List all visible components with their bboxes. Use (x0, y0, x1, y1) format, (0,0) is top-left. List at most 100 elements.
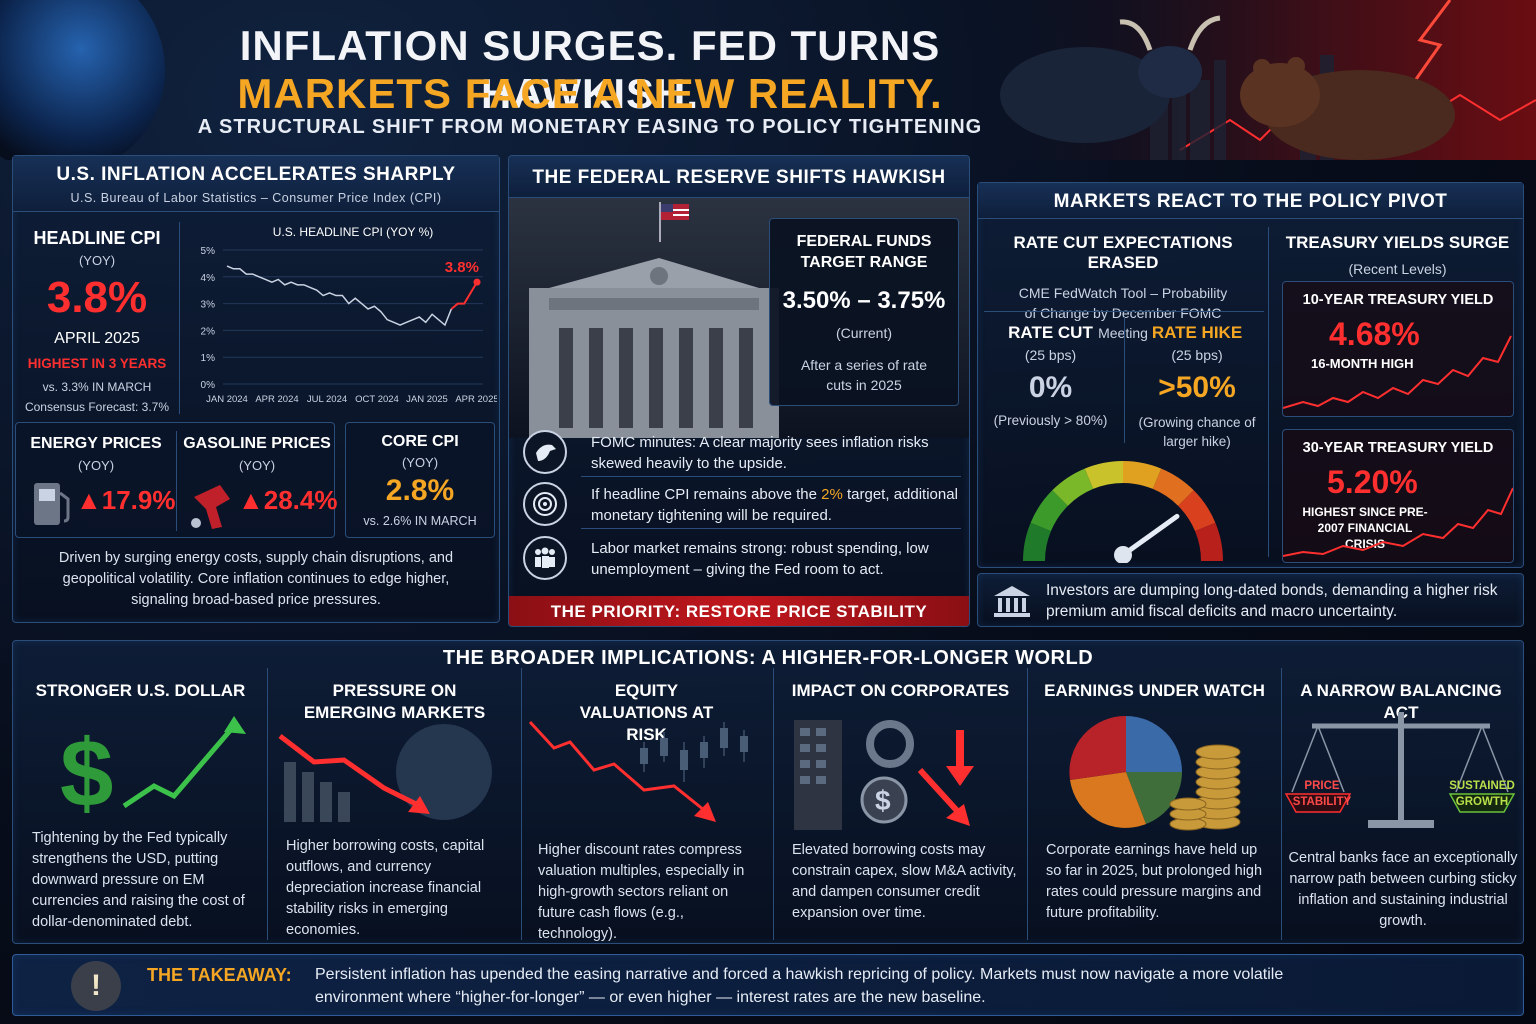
inflation-panel: U.S. INFLATION ACCELERATES SHARPLY U.S. … (12, 155, 500, 623)
implication-balancing: A NARROW BALANCING ACT PRICE STABILITY S… (1282, 668, 1520, 940)
implication-title-corporates: IMPACT ON CORPORATES (791, 681, 1010, 700)
eagle-sculpture-icon (650, 267, 668, 285)
rate-hike-label: RATE HIKE (1151, 323, 1243, 342)
headline-cpi-vs: vs. 3.3% IN MARCH (42, 380, 152, 394)
rate-cut-label: RATE CUT (1008, 323, 1093, 342)
title-line-2: MARKETS FACE A NEW REALITY. (237, 70, 943, 117)
coin-stack-icon (1169, 744, 1241, 831)
headline-cpi-month: APRIL 2025 (54, 330, 140, 347)
dollar-growth-icon: $ (60, 716, 246, 826)
ten-year-trend-line (1283, 335, 1512, 409)
gauge-segment (1178, 490, 1216, 532)
core-cpi-value: 2.8% (385, 474, 455, 507)
gauge-segment (1023, 522, 1051, 561)
eagle-icon (523, 430, 567, 474)
gauge-hub (1114, 546, 1132, 563)
funds-label: FEDERAL FUNDS TARGET RANGE (796, 233, 932, 271)
implication-text-dollar: Tightening by the Fed typically strength… (32, 830, 245, 930)
takeaway-banner: ! THE TAKEAWAY: Persistent inflation has… (12, 954, 1524, 1016)
energy-label: ENERGY PRICES (30, 435, 162, 452)
chart-title: U.S. HEADLINE CPI (YOY %) (273, 225, 433, 239)
headline-cpi-value: 3.8% (46, 273, 148, 322)
target-icon (523, 482, 567, 526)
fed-point-2: If headline CPI remains above the 2% tar… (591, 484, 961, 526)
gauge-segment (1195, 522, 1223, 561)
implication-title-em: PRESSURE ON EMERGING MARKETS (303, 681, 486, 722)
inflation-title: U.S. INFLATION ACCELERATES SHARPLY (56, 164, 456, 185)
dollar-coin-icon (860, 776, 908, 824)
ten-year-note: 16-MONTH HIGH (1311, 356, 1414, 371)
implication-title-balancing: A NARROW BALANCING ACT (1300, 681, 1502, 722)
thirty-year-yield-box: 30-YEAR TREASURY YIELD 5.20% HIGHEST SIN… (1282, 429, 1514, 563)
y-tick-label: 1% (201, 353, 216, 364)
core-cpi-vs: vs. 2.6% IN MARCH (363, 514, 477, 528)
headline-cpi-note: HIGHEST IN 3 YEARS (27, 356, 167, 371)
fed-point-2-b: target, additional monetary tightening w… (591, 486, 958, 524)
rate-probability-gauge (1023, 461, 1223, 563)
funds-value: 3.50% – 3.75% (782, 287, 946, 314)
headline-cpi-block: HEADLINE CPI (YOY) 3.8% APRIL 2025 HIGHE… (19, 228, 175, 414)
implication-text-corporates: Elevated borrowing costs may constrain c… (792, 842, 1017, 921)
gasoline-label: GASOLINE PRICES (183, 435, 331, 452)
implication-text-earnings: Corporate earnings have held up so far i… (1046, 842, 1263, 921)
gauge-segment (1152, 468, 1194, 506)
fed-title: THE FEDERAL RESERVE SHIFTS HAWKISH (532, 167, 946, 188)
x-tick-label: JAN 2024 (206, 394, 248, 405)
core-cpi-label: CORE CPI (381, 433, 459, 450)
gauge-segment (1084, 461, 1123, 489)
rate-hike-block: RATE HIKE (25 bps) >50% (Growing chance … (1126, 323, 1268, 451)
funds-note: After a series of rate cuts in 2025 (800, 357, 928, 393)
fed-point-1: FOMC minutes: A clear majority sees infl… (591, 434, 929, 472)
cpi-series-line-recent (450, 281, 478, 310)
inflation-summary: Driven by surging energy costs, supply c… (58, 550, 454, 608)
subtitle: A STRUCTURAL SHIFT FROM MONETARY EASING … (197, 116, 983, 138)
implication-dollar: STRONGER U.S. DOLLAR $ Tightening by the… (14, 668, 268, 940)
x-tick-label: APR 2024 (255, 394, 298, 405)
ten-year-yield-box: 10-YEAR TREASURY YIELD 4.68% 16-MONTH HI… (1282, 281, 1514, 417)
y-tick-label: 5% (201, 246, 216, 257)
energy-gasoline-box: ENERGY PRICES (YOY) ▲17.9% GASOLINE PRIC… (15, 422, 338, 538)
cpi-line-chart: U.S. HEADLINE CPI (YOY %) 5% 4% 3% 2% 1% 0% JAN… (201, 225, 497, 405)
headline-cpi-yoy: (YOY) (78, 253, 116, 268)
gauge-needle (1120, 513, 1180, 558)
investors-strip: Investors are dumping long-dated bonds, … (977, 573, 1524, 627)
core-cpi-yoy: (YOY) (401, 455, 439, 470)
gas-nozzle-icon (191, 485, 230, 529)
rate-cut-title: RATE CUT EXPECTATIONS ERASED (1013, 233, 1233, 272)
gear-icon (866, 720, 914, 768)
fuel-pump-icon (34, 483, 70, 525)
x-tick-label: JUL 2024 (307, 394, 347, 405)
y-tick-label: 3% (201, 300, 216, 311)
em-decline-icon (278, 724, 492, 822)
rate-cut-bps: (25 bps) (1024, 347, 1077, 363)
equity-decline-icon (528, 720, 748, 822)
implication-corporates: IMPACT ON CORPORATES $ Elevated borrowin… (774, 668, 1028, 940)
implication-equity: EQUITY VALUATIONS AT RISK Higher discoun… (520, 668, 774, 942)
thirty-year-value: 5.20% (1327, 464, 1418, 500)
corporate-impact-icon: $ (794, 720, 974, 830)
markets-title: MARKETS REACT TO THE POLICY PIVOT (1053, 191, 1448, 212)
svg-text:$: $ (60, 720, 113, 826)
energy-yoy: (YOY) (77, 458, 115, 473)
rate-hike-bps: (25 bps) (1171, 347, 1223, 363)
y-tick-label: 0% (201, 380, 216, 391)
cpi-last-point (473, 278, 481, 286)
y-tick-label: 2% (201, 326, 216, 337)
implication-title-earnings: EARNINGS UNDER WATCH (1044, 681, 1265, 700)
fed-point-2-highlight: 2% (821, 486, 843, 503)
svg-text:$: $ (875, 785, 891, 816)
title-line-1: INFLATION SURGES. FED TURNS HAWKISH. (239, 22, 941, 117)
energy-value: ▲17.9% (76, 485, 176, 515)
bull-icon (1000, 15, 1221, 143)
implication-text-balancing: Central banks face an exceptionally narr… (1288, 850, 1518, 929)
gasoline-value: ▲28.4% (238, 485, 338, 515)
header-background (0, 0, 1536, 160)
people-icon (523, 536, 567, 580)
office-building-icon (794, 720, 842, 830)
lightning-icon (1403, 0, 1452, 96)
rate-cut-block: RATE CUT (25 bps) 0% (Previously > 80%) (978, 323, 1123, 428)
ten-year-label: 10-YEAR TREASURY YIELD (1302, 292, 1494, 308)
yields-subtitle: (Recent Levels) (1348, 261, 1447, 277)
implication-title-equity: EQUITY VALUATIONS AT RISK (579, 681, 714, 744)
implications-title: THE BROADER IMPLICATIONS: A HIGHER-FOR-L… (442, 647, 1094, 669)
